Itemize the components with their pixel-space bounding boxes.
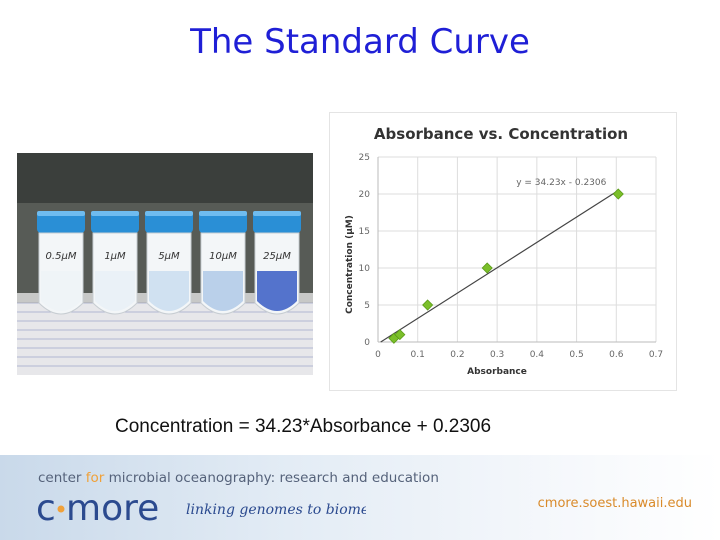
tube-liquid [41, 271, 81, 311]
tagline-part-2: microbial oceanography: research and edu… [104, 470, 439, 486]
data-point [481, 262, 493, 274]
y-tick-label: 5 [364, 301, 370, 311]
x-tick-label: 0.4 [530, 350, 545, 360]
tube: 1μM [91, 211, 139, 315]
slide-title: The Standard Curve [190, 22, 530, 62]
y-tick-label: 0 [364, 338, 370, 348]
tube-cap [37, 211, 85, 233]
tube-label: 25μM [263, 251, 291, 262]
tube: 0.5μM [37, 211, 85, 315]
y-axis-label: Concentration (μM) [345, 215, 355, 314]
tube-cap-highlight [37, 211, 85, 216]
logo-word: more [66, 488, 159, 529]
tubes: 0.5μM 1μM 5μM 10μM 25μM [37, 211, 301, 315]
x-tick-label: 0 [375, 350, 381, 360]
x-tick-label: 0.1 [411, 350, 425, 360]
chart-axes [377, 157, 656, 343]
chart-points [388, 188, 624, 344]
tube-liquid [257, 271, 297, 311]
tube: 5μM [145, 211, 193, 315]
tagline-for: for [85, 470, 105, 486]
y-tick-label: 20 [359, 190, 371, 200]
x-tick-label: 0.7 [649, 350, 663, 360]
data-point [422, 299, 434, 311]
tube-label: 0.5μM [46, 251, 77, 262]
footer-band [0, 455, 720, 540]
footer-tagline: center for microbial oceanography: resea… [38, 470, 439, 486]
data-point [612, 188, 624, 200]
logo-c: c [36, 488, 56, 529]
tube-cap-highlight [199, 211, 247, 216]
tube: 10μM [199, 211, 247, 315]
tube-cap-highlight [91, 211, 139, 216]
tubes-photo-graphic: 0.5μM 1μM 5μM 10μM 25μM [17, 153, 313, 375]
chart-tick-labels: 0 5 10 15 20 25 0 0.1 0.2 0.3 0.4 0.5 0.6 0.7 [359, 153, 664, 360]
equation-caption: Concentration = 34.23*Absorbance + 0.230… [115, 416, 492, 437]
tube-label: 1μM [104, 251, 126, 262]
logo-script: linking genomes to biomes [186, 502, 366, 518]
x-tick-label: 0.3 [490, 350, 504, 360]
tubes-photo: 0.5μM 1μM 5μM 10μM 25μM [17, 153, 313, 375]
tagline-part-1: center [38, 470, 86, 486]
photo-paper-lines [17, 302, 313, 367]
tube-cap-highlight [253, 211, 301, 216]
tube-liquid [203, 271, 243, 311]
tube-label: 5μM [158, 251, 180, 262]
tube-liquid [95, 271, 135, 311]
absorbance-chart: Absorbance vs. Concentration 05101520250… [345, 125, 664, 377]
x-axis-label: Absorbance [467, 367, 527, 377]
cmore-logo-graphic: c more linking genomes to biomes [36, 488, 376, 529]
tube-cap [253, 211, 301, 233]
logo-dot-icon [57, 505, 65, 513]
y-tick-label: 10 [359, 264, 371, 274]
y-tick-label: 15 [359, 227, 370, 237]
cmore-logo: c more linking genomes to biomes [36, 486, 376, 536]
tube-cap [91, 211, 139, 233]
chart-trendline-layer [380, 189, 619, 343]
chart-title: Absorbance vs. Concentration [374, 125, 628, 143]
footer-url: cmore.soest.hawaii.edu [537, 496, 692, 511]
data-point [394, 329, 406, 341]
x-tick-label: 0.5 [569, 350, 583, 360]
tube-cap [145, 211, 193, 233]
tube-label: 10μM [209, 251, 237, 262]
tube: 25μM [253, 211, 301, 315]
tube-liquid [149, 271, 189, 311]
chart-panel: Absorbance vs. Concentration 0 5 10 15 20 25 0… [330, 113, 676, 390]
x-tick-label: 0.2 [450, 350, 464, 360]
x-tick-label: 0.6 [609, 350, 624, 360]
tube-cap [199, 211, 247, 233]
tube-cap-highlight [145, 211, 193, 216]
trendline-label: y = 34.23x - 0.2306 [516, 178, 606, 188]
trendline [380, 189, 619, 343]
y-tick-label: 25 [359, 153, 370, 163]
